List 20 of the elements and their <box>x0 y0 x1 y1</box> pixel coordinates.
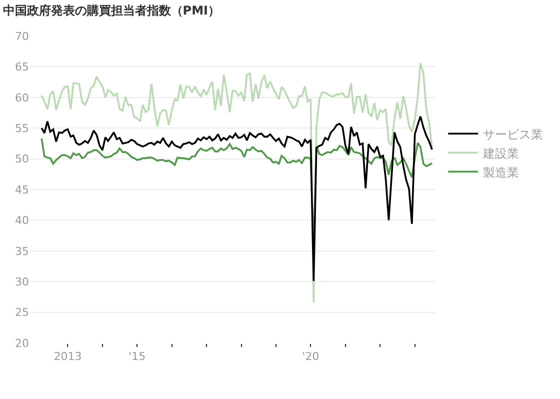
legend-label: 製造業 <box>483 165 520 180</box>
y-tick-label: 40 <box>15 214 29 228</box>
y-tick-label: 55 <box>15 122 29 135</box>
legend-label: 建設業 <box>482 146 520 160</box>
line-series <box>40 116 433 282</box>
line-series <box>40 62 433 304</box>
y-tick-label: 70 <box>15 30 29 43</box>
y-tick-label: 60 <box>15 91 29 104</box>
legend-label: サービス業 <box>483 127 544 142</box>
chart-title: 中国政府発表の購買担当者指数（PMI） <box>2 3 220 18</box>
y-tick-label: 65 <box>15 60 29 74</box>
y-tick-label: 35 <box>15 244 29 258</box>
y-tick-label: 25 <box>15 306 29 320</box>
y-tick-label: 20 <box>15 336 29 350</box>
x-tick-label: 2013 <box>54 350 82 364</box>
x-tick-label: '15 <box>128 350 146 364</box>
y-tick-label: 45 <box>15 183 29 196</box>
y-tick-label: 50 <box>15 152 29 166</box>
y-tick-label: 30 <box>15 275 29 288</box>
x-tick-label: '20 <box>302 350 320 364</box>
